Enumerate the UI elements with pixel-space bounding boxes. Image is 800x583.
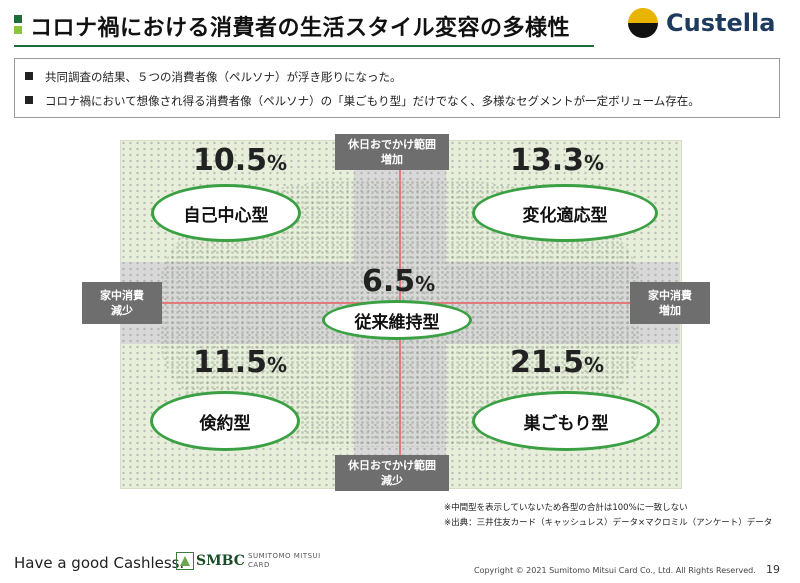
segment-frugal: 倹約型	[150, 391, 300, 451]
axis-label-left-line1: 家中消費	[100, 289, 144, 302]
axis-label-right: 家中消費 増加	[630, 282, 710, 324]
page-number: 19	[766, 563, 780, 576]
segment-pct-self-centered: 10.5%	[193, 143, 288, 178]
axis-label-top-line1: 休日おでかけ範囲	[348, 138, 436, 151]
note-intermediate: ※中間型を表示していないため各型の合計は100%に一致しない	[444, 503, 688, 513]
square-bullet-icon	[25, 72, 33, 80]
summary-bullet-text: 共同調査の結果、５つの消費者像（ペルソナ）が浮き彫りになった。	[45, 70, 402, 84]
axis-label-left: 家中消費 減少	[82, 282, 162, 324]
page-title: コロナ禍における消費者の生活スタイル変容の多様性	[30, 16, 571, 41]
title-marker-dark	[14, 15, 22, 23]
segment-pct-nesting: 21.5%	[510, 345, 605, 380]
axis-label-right-line1: 家中消費	[648, 289, 692, 302]
segment-self-centered: 自己中心型	[151, 184, 301, 242]
title-marker-light	[14, 26, 22, 34]
segment-pct-frugal: 11.5%	[193, 345, 288, 380]
summary-bullet-text: コロナ禍において想像され得る消費者像（ペルソナ）の「巣ごもり型」だけでなく、多様…	[45, 94, 700, 108]
axis-label-top: 休日おでかけ範囲 増加	[335, 134, 449, 170]
smbc-logo-text: SMBC	[196, 553, 245, 569]
title-underline	[14, 45, 594, 47]
axis-label-left-line2: 減少	[111, 304, 133, 317]
note-source: ※出典：三井住友カード（キャッシュレス）データ×マクロミル（アンケート）データ	[444, 518, 773, 528]
smbc-logo-icon	[176, 552, 194, 570]
custella-logo-icon	[628, 8, 658, 38]
axis-label-right-line2: 増加	[659, 304, 681, 317]
summary-bullet-2: コロナ禍において想像され得る消費者像（ペルソナ）の「巣ごもり型」だけでなく、多様…	[25, 93, 700, 109]
axis-label-bottom-line2: 減少	[381, 474, 403, 487]
segment-conventional: 従来維持型	[322, 300, 472, 340]
custella-logo-text: Custella	[666, 9, 776, 37]
axis-label-bottom: 休日おでかけ範囲 減少	[335, 455, 449, 491]
summary-bullet-1: 共同調査の結果、５つの消費者像（ペルソナ）が浮き彫りになった。	[25, 69, 402, 85]
smbc-logo-subtitle: SUMITOMO MITSUI CARD	[248, 552, 321, 569]
square-bullet-icon	[25, 96, 33, 104]
axis-label-bottom-line1: 休日おでかけ範囲	[348, 459, 436, 472]
segment-adaptive: 変化適応型	[472, 184, 658, 242]
axis-label-top-line2: 増加	[381, 153, 403, 166]
copyright: Copyright © 2021 Sumitomo Mitsui Card Co…	[474, 566, 756, 575]
segment-pct-conventional: 6.5%	[362, 264, 436, 299]
footer-tagline: Have a good Cashless.	[14, 554, 185, 572]
segment-nesting: 巣ごもり型	[472, 391, 660, 451]
segment-pct-adaptive: 13.3%	[510, 143, 605, 178]
summary-box: 共同調査の結果、５つの消費者像（ペルソナ）が浮き彫りになった。 コロナ禍において…	[14, 58, 780, 118]
